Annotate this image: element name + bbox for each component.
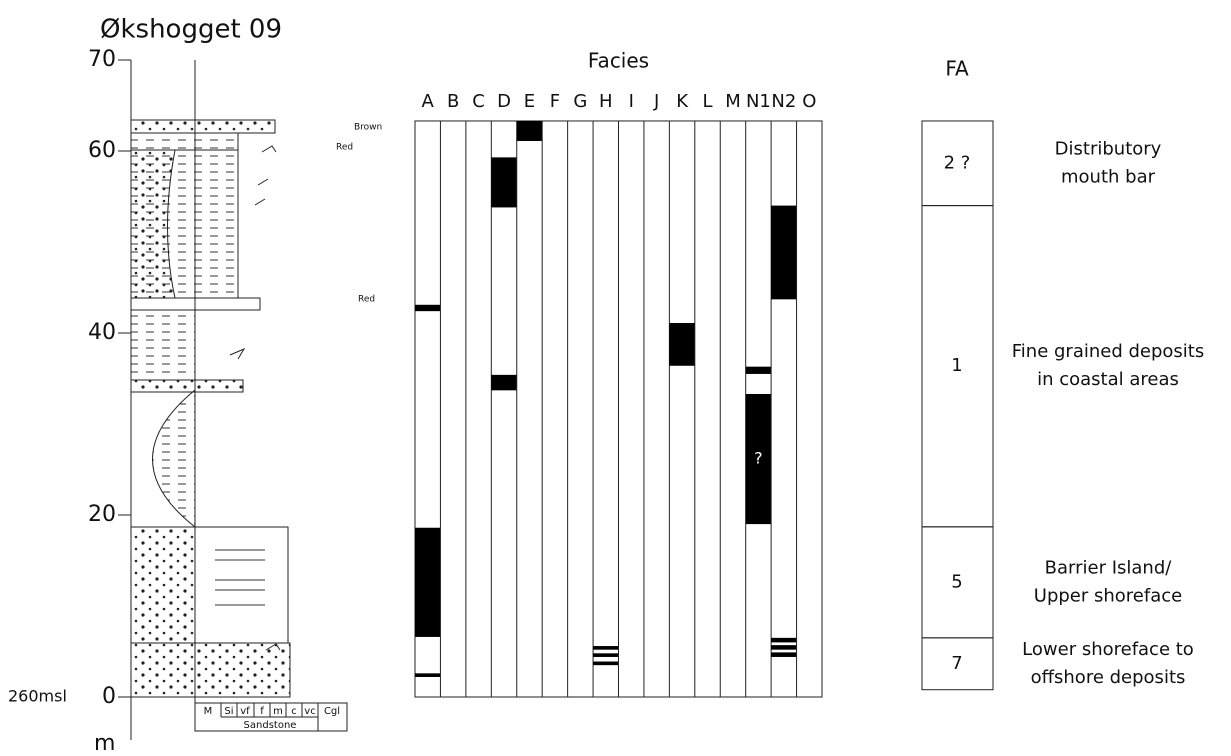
y-tick-label: 60 [88, 138, 116, 163]
facies-interval [415, 673, 440, 677]
fa-description: Fine grained deposits [1012, 341, 1205, 362]
base-label: 260msl [8, 687, 67, 706]
fa-description: offshore deposits [1031, 667, 1186, 688]
title: Økshogget 09 [100, 15, 282, 45]
facies-interval [491, 375, 516, 390]
facies-interval [771, 638, 796, 643]
fa-title: FA [945, 57, 969, 81]
fa-description: Barrier Island/ [1045, 557, 1173, 578]
facies-letter: B [447, 91, 459, 112]
facies-letter: L [703, 91, 713, 112]
grain-size-label: c [291, 706, 297, 717]
fa-description: Distributory [1055, 138, 1162, 159]
grain-size-label: M [204, 706, 213, 717]
facies-interval [415, 305, 440, 311]
y-tick-label: 0 [102, 684, 116, 709]
facies-letter: O [802, 91, 816, 112]
facies-note: ? [754, 449, 763, 468]
facies-letter: N1 [746, 91, 771, 112]
facies-letter: F [550, 91, 560, 112]
facies-interval [771, 206, 796, 300]
y-tick-label: 70 [88, 47, 116, 72]
grain-size-label: vc [304, 706, 315, 717]
facies-interval [593, 662, 618, 666]
facies-letter: D [497, 91, 511, 112]
y-tick-label: 20 [88, 502, 116, 527]
facies-interval [669, 323, 694, 366]
facies-interval [746, 367, 771, 374]
facies-title: Facies [588, 49, 649, 73]
facies-interval [771, 652, 796, 657]
annotation: Red [358, 295, 375, 305]
lithology [131, 60, 290, 703]
facies-interval [517, 121, 542, 141]
facies-interval [593, 653, 618, 657]
fa-description: mouth bar [1061, 166, 1156, 187]
facies-letter: M [725, 91, 741, 112]
facies-letter: K [676, 91, 689, 112]
grain-size-label: Cgl [324, 706, 340, 717]
facies-letter: C [472, 91, 485, 112]
annotation: Red [336, 143, 353, 153]
fa-description: Lower shoreface to [1022, 639, 1194, 660]
facies-letter: J [653, 91, 659, 112]
facies-letter: E [524, 91, 535, 112]
fa-description: Upper shoreface [1034, 585, 1182, 606]
fa-label: 7 [951, 653, 962, 674]
facies-letter: N2 [771, 91, 796, 112]
figure: Økshogget 09 020406070260mslmMSivffmcvcC… [0, 0, 1231, 756]
facies-interval [771, 645, 796, 650]
sandstone-label: Sandstone [244, 720, 297, 731]
facies-letter: H [599, 91, 613, 112]
facies-interval [593, 646, 618, 650]
fa-label: 2 ? [944, 152, 971, 173]
grain-size-label: Si [224, 706, 233, 717]
facies-letter: A [422, 91, 435, 112]
fa-description: in coastal areas [1037, 369, 1179, 390]
facies-interval [415, 528, 440, 637]
facies-letter: G [573, 91, 587, 112]
grain-size-label: f [260, 706, 264, 717]
grain-size-label: vf [240, 706, 250, 717]
facies-letter: I [629, 91, 634, 112]
unit-label: m [94, 731, 115, 756]
fa-label: 1 [951, 355, 962, 376]
fa-label: 5 [951, 571, 962, 592]
annotation: Brown [354, 123, 382, 133]
facies-interval [491, 157, 516, 207]
y-tick-label: 40 [88, 320, 116, 345]
grain-size-label: m [273, 706, 283, 717]
